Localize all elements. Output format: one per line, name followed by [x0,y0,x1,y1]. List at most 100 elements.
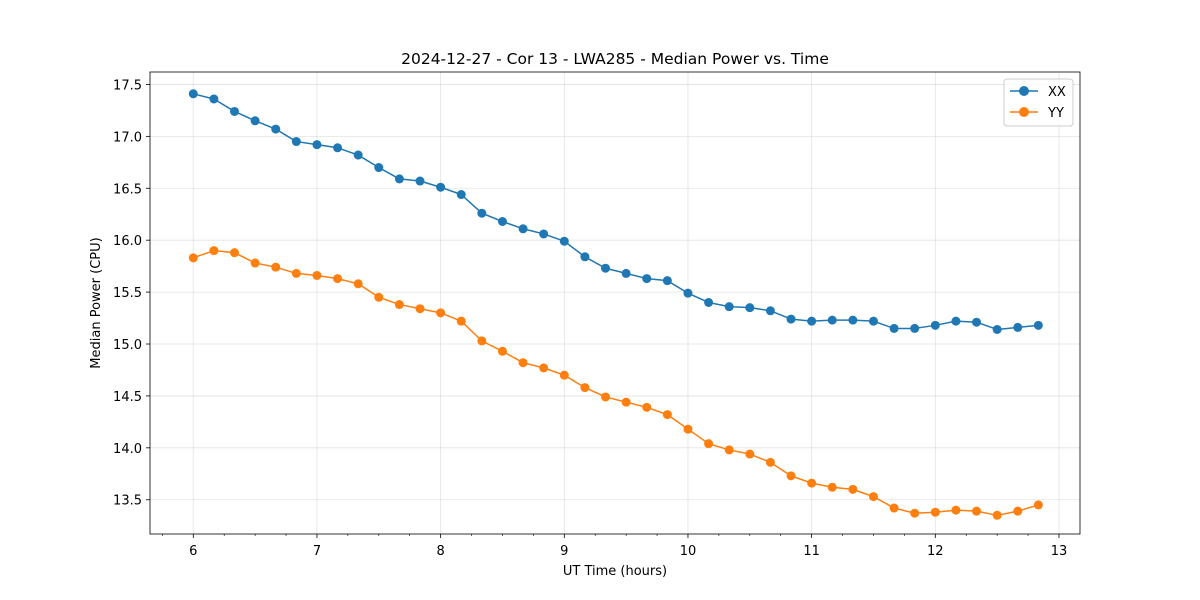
data-point-yy [827,482,837,492]
data-point-xx [807,316,817,326]
x-axis: 6 7 8 9 10 11 12 13 [162,534,1067,559]
data-point-yy [1033,500,1043,510]
data-point-xx [456,190,466,200]
data-point-yy [456,316,466,326]
data-point-yy [436,308,446,318]
data-point-yy [188,253,198,263]
data-point-yy [621,397,631,407]
x-tick-label: 9 [560,544,568,559]
y-axis: 13.5 14.0 14.5 15.0 15.5 16.0 16.5 17.0 17.5 [113,78,150,509]
data-point-xx [394,174,404,184]
data-point-xx [827,315,837,325]
data-point-xx [930,320,940,330]
data-point-xx [209,94,219,104]
data-point-xx [951,316,961,326]
data-point-xx [621,268,631,278]
y-tick-label: 15.0 [113,338,142,353]
data-point-yy [559,370,569,380]
data-point-xx [559,236,569,246]
data-point-yy [786,471,796,481]
x-tick-label: 10 [680,544,697,559]
data-point-yy [765,457,775,467]
chart-title: 2024-12-27 - Cor 13 - LWA285 - Median Po… [401,50,829,68]
y-tick-label: 17.5 [113,78,142,93]
data-point-xx [992,324,1002,334]
y-tick-label: 14.5 [113,390,142,405]
data-point-xx [271,124,281,134]
series-layer [188,89,1043,520]
data-point-yy [807,478,817,488]
data-point-yy [1013,506,1023,516]
series-yy [188,246,1043,520]
grid [150,72,1080,534]
data-point-yy [518,358,528,368]
data-point-yy [250,258,260,268]
data-point-yy [972,506,982,516]
data-point-yy [539,363,549,373]
y-tick-label: 13.5 [113,494,142,509]
legend: XX YY [1003,78,1074,127]
data-point-yy [477,336,487,346]
data-point-yy [230,248,240,258]
data-point-xx [518,224,528,234]
data-point-yy [992,510,1002,520]
legend-label-yy: YY [1047,106,1064,121]
data-point-yy [868,492,878,502]
data-point-xx [230,106,240,116]
data-point-xx [704,297,714,307]
data-point-xx [291,137,301,147]
data-point-xx [765,306,775,316]
legend-label-xx: XX [1048,85,1066,100]
x-tick-label: 11 [803,544,820,559]
data-point-xx [972,317,982,327]
legend-marker-yy [1019,107,1029,117]
data-point-xx [333,143,343,153]
data-point-xx [580,252,590,262]
data-point-xx [848,315,858,325]
data-point-yy [910,508,920,518]
y-tick-label: 16.0 [113,234,142,249]
data-point-yy [642,402,652,412]
data-point-yy [951,505,961,515]
data-point-xx [250,116,260,126]
data-point-xx [1013,322,1023,332]
data-point-xx [374,163,384,173]
x-tick-label: 6 [189,544,197,559]
data-point-xx [601,263,611,273]
data-point-xx [786,314,796,324]
data-point-yy [209,246,219,256]
x-tick-label: 8 [436,544,444,559]
data-point-xx [724,302,734,312]
data-point-yy [580,383,590,393]
data-point-xx [436,182,446,192]
data-point-xx [683,288,693,298]
data-point-yy [271,262,281,272]
plot-frame [149,71,1081,535]
legend-marker-xx [1019,86,1029,96]
x-tick-label: 12 [927,544,944,559]
y-axis-label: Median Power (CPU) [89,237,104,368]
data-point-yy [394,300,404,310]
y-tick-label: 17.0 [113,130,142,145]
data-point-yy [683,424,693,434]
data-point-yy [848,484,858,494]
data-point-yy [889,503,899,513]
data-point-xx [539,229,549,239]
x-axis-label: UT Time (hours) [563,564,667,579]
y-tick-label: 15.5 [113,286,142,301]
data-point-xx [745,303,755,313]
data-point-xx [1033,320,1043,330]
data-point-xx [889,323,899,333]
data-point-yy [601,392,611,402]
data-point-yy [497,346,507,356]
y-tick-label: 14.0 [113,442,142,457]
x-tick-label: 13 [1051,544,1068,559]
data-point-xx [353,150,363,160]
data-point-yy [704,439,714,449]
data-point-yy [333,274,343,284]
data-point-yy [312,270,322,280]
data-point-yy [930,507,940,517]
data-point-xx [497,217,507,227]
